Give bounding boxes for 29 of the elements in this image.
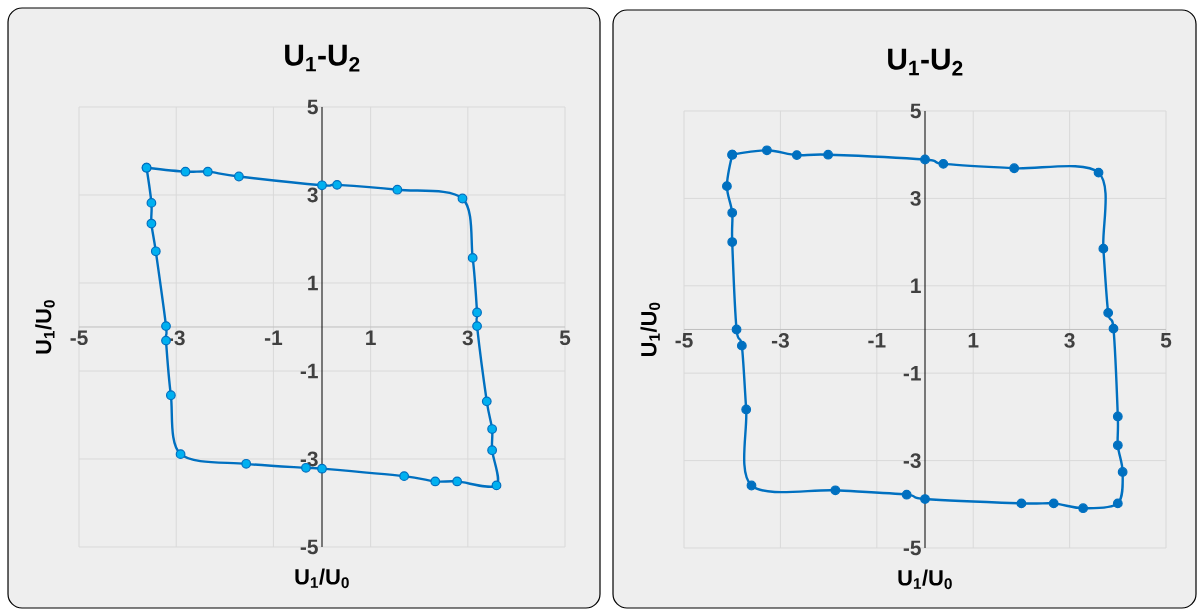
y-tick-label: -5	[903, 540, 921, 556]
x-tick-label: -1	[264, 330, 283, 345]
y-tick-label: -1	[903, 365, 921, 381]
x-tick-label: -3	[771, 333, 789, 348]
y-tick-label: 1	[308, 275, 318, 291]
x-axis-title: U$_{1}$/U$_{0}$	[898, 569, 952, 590]
y-tick-label: 1	[911, 278, 921, 293]
chart-title: U$_{1}$-U$_{2}$	[888, 48, 963, 76]
x-tick-label: -1	[868, 333, 886, 348]
chart-title: U$_{1}$-U$_{2}$	[285, 44, 360, 72]
y-tick-label: -1	[300, 363, 318, 379]
x-tick-label: -5	[675, 333, 693, 348]
x-tick-label: 3	[462, 330, 473, 346]
y-tick-label: 3	[910, 190, 921, 206]
x-axis-title: U$_{1}$/U$_{0}$	[295, 568, 349, 589]
x-tick-label: 5	[559, 330, 571, 346]
y-axis-title: U$_{1}$/U$_{0}$	[640, 302, 661, 357]
y-tick-label: 5	[307, 99, 318, 115]
y-tick-label: -3	[300, 451, 318, 467]
y-tick-label: -3	[903, 453, 921, 468]
x-tick-label: -5	[70, 330, 88, 346]
y-axis-title: U$_{1}$/U$_{0}$	[35, 300, 55, 354]
x-tick-label: 1	[968, 333, 979, 348]
y-tick-label: 3	[307, 187, 318, 203]
x-tick-label: 3	[1064, 333, 1075, 348]
y-tick-label: 5	[910, 103, 921, 119]
x-tick-label: 1	[366, 330, 376, 345]
x-tick-label: 5	[1160, 333, 1172, 348]
y-tick-label: -5	[300, 539, 318, 555]
